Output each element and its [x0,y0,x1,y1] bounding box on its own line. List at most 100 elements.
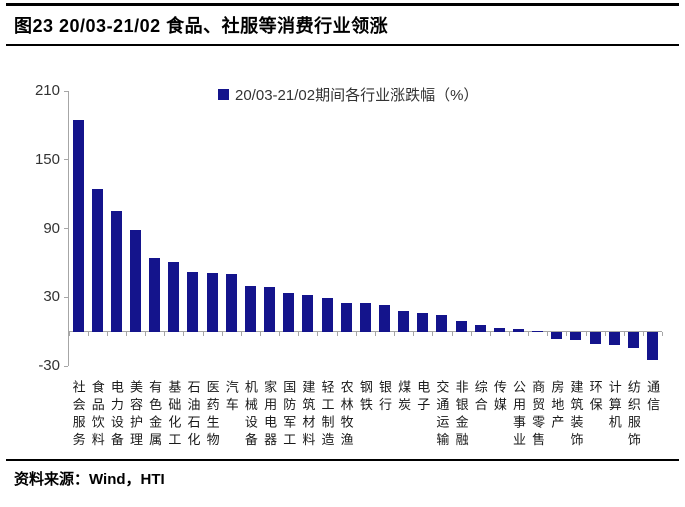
x-axis-category-label: 石油石化 [183,380,202,450]
y-axis-tick-label: 30 [43,288,60,306]
bar [225,274,237,332]
x-axis-category-label: 商贸零售 [528,380,547,450]
bar [283,292,295,332]
x-axis-tick [221,332,223,337]
x-axis-category-label: 银行 [375,380,394,415]
x-axis-tick [662,332,664,337]
x-axis-category-text: 汽车 [223,380,239,415]
bar [130,229,142,332]
x-axis-category-text: 计算机 [606,380,622,433]
bar [378,305,390,332]
x-axis-category-text: 医药生物 [204,380,220,450]
x-axis-category-text: 电力设备 [108,380,124,450]
x-axis-category-label: 公用事业 [509,380,528,450]
y-axis-tick-label: 150 [34,150,60,168]
x-axis-category-label: 电子 [413,380,432,415]
x-axis-tick [604,332,606,337]
x-axis-category-text: 农林牧渔 [338,380,354,450]
bar [72,119,84,332]
bar [417,313,429,332]
bar [168,261,180,332]
x-axis-category-text: 建筑装饰 [568,380,584,450]
x-axis-category-text: 社会服务 [70,380,86,450]
bar [91,188,103,332]
x-axis-tick [336,332,338,337]
x-axis-category-label: 煤炭 [394,380,413,415]
x-axis-tick [528,332,530,337]
x-axis-category-label: 建筑装饰 [566,380,585,450]
y-axis-tick [63,228,68,230]
y-axis-tick-label: 210 [34,82,60,100]
x-axis-category-label: 计算机 [605,380,624,433]
x-axis-tick [643,332,644,337]
x-axis-category-label: 农林牧渔 [337,380,356,450]
bar [340,302,352,332]
x-axis-tick [202,332,204,337]
x-axis-category-label: 建筑材料 [298,380,317,450]
bar [474,325,486,332]
x-axis-category-label: 综合 [471,380,490,415]
x-axis-category-label: 医药生物 [203,380,222,450]
x-axis-tick [585,332,587,337]
x-axis-tick [164,332,166,337]
x-axis-tick [413,332,415,337]
x-axis-category-label: 非银金融 [452,380,471,450]
y-axis-tick-label: 90 [43,219,60,237]
x-axis-tick [451,332,453,337]
x-axis-category-text: 石油石化 [185,380,201,450]
x-axis-tick [374,332,376,337]
x-axis-tick [470,332,472,337]
x-axis-category-text: 商贸零售 [530,380,546,450]
x-axis-tick [145,332,147,337]
x-axis-category-label: 通信 [643,380,662,415]
x-axis-category-text: 煤炭 [396,380,412,415]
bar [264,287,276,332]
x-axis-category-label: 机械设备 [241,380,260,450]
x-axis-category-label: 食品饮料 [88,380,107,450]
bar [359,303,371,332]
title-divider [6,44,679,46]
x-axis-category-label: 基础化工 [164,380,183,450]
x-axis-category-text: 美容护理 [128,380,143,450]
x-axis-category-label: 房地产 [547,380,566,433]
x-axis-tick [240,332,242,337]
x-axis-category-label: 电力设备 [107,380,126,450]
legend-label: 20/03-21/02期间各行业涨跌幅（%） [235,87,479,104]
bar [244,285,256,332]
bar [589,332,601,344]
x-axis-category-text: 公用事业 [511,380,526,450]
x-axis-category-text: 轻工制造 [319,380,335,450]
x-axis-tick [355,332,357,337]
x-axis-tick [125,332,127,337]
x-axis-category-text: 食品饮料 [89,380,105,450]
figure-title: 图23 20/03-21/02 食品、社服等消费行业领涨 [14,16,389,36]
bar [551,332,563,340]
bar [187,272,199,332]
x-axis-category-text: 银行 [376,380,392,415]
x-axis-tick [508,332,510,337]
x-axis-category-label: 传媒 [490,380,509,415]
x-axis-category-text: 非银金融 [453,380,469,450]
top-divider [6,3,679,6]
x-axis-tick [183,332,185,337]
x-axis-tick [394,332,396,337]
bar [110,211,122,332]
chart-legend: 20/03-21/02期间各行业涨跌幅（%） [218,84,478,105]
x-axis-category-label: 轻工制造 [317,380,336,450]
x-axis-tick [106,332,108,337]
x-axis-category-text: 钢铁 [357,380,373,415]
x-axis-tick [298,332,300,337]
y-axis-tick [63,365,68,367]
x-axis-category-text: 综合 [472,380,488,415]
x-axis-category-text: 纺织服饰 [625,380,641,450]
x-axis-tick [547,332,549,337]
legend-swatch-icon [218,89,229,100]
bar [647,332,659,360]
x-axis-category-text: 机械设备 [242,380,258,450]
x-axis-category-text: 基础化工 [166,380,182,450]
bar [398,311,410,332]
bar [513,329,525,332]
x-axis-category-text: 电子 [415,380,431,415]
bar [206,273,218,332]
x-axis-tick [489,332,491,337]
